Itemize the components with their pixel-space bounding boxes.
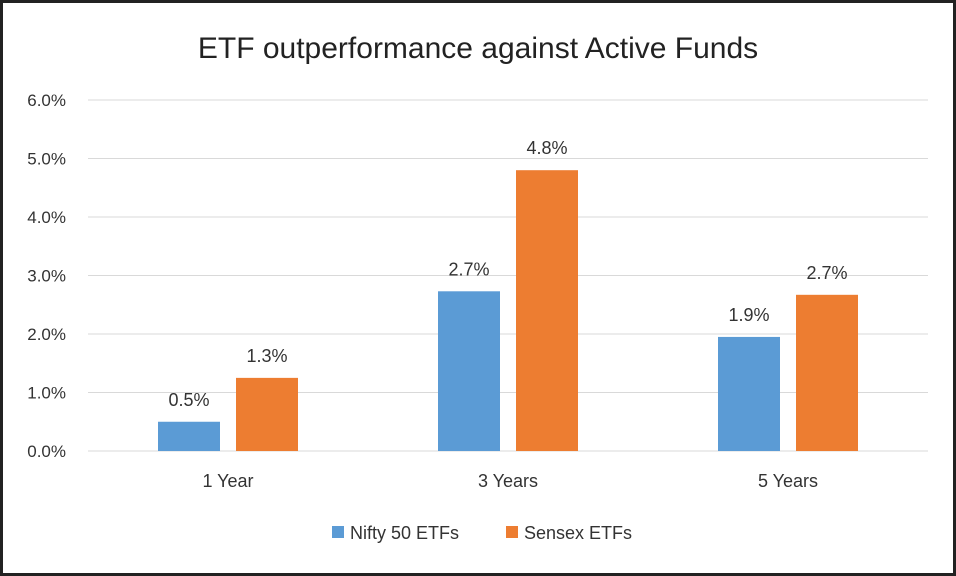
bars: [158, 170, 858, 451]
data-label: 2.7%: [448, 259, 489, 279]
y-tick-label: 0.0%: [27, 442, 66, 461]
y-tick-label: 6.0%: [27, 91, 66, 110]
legend-swatch: [332, 526, 344, 538]
y-tick-label: 2.0%: [27, 325, 66, 344]
y-tick-label: 3.0%: [27, 267, 66, 286]
bar-sensex-etfs-2: [516, 170, 578, 451]
y-tick-label: 1.0%: [27, 384, 66, 403]
x-category-label: 1 Year: [202, 471, 253, 491]
legend-label: Sensex ETFs: [524, 523, 632, 543]
legend: Nifty 50 ETFs Sensex ETFs: [332, 523, 632, 543]
bar-sensex-etfs-1: [236, 377, 298, 451]
gridlines: [88, 99, 928, 452]
bar-sensex-etfs-3: [796, 294, 858, 451]
y-tick-label: 4.0%: [27, 208, 66, 227]
y-axis-ticks: 0.0% 1.0% 2.0% 3.0% 4.0% 5.0% 6.0%: [27, 91, 66, 461]
data-label: 1.9%: [728, 305, 769, 325]
bar-nifty-50-etfs-2: [438, 291, 500, 451]
bar-nifty-50-etfs-3: [718, 336, 780, 451]
bar-nifty-50-etfs-1: [158, 421, 220, 451]
x-axis-categories: 1 Year 3 Years 5 Years: [202, 471, 818, 491]
legend-swatch: [506, 526, 518, 538]
y-tick-label: 5.0%: [27, 150, 66, 169]
data-label: 1.3%: [246, 346, 287, 366]
data-label: 0.5%: [168, 390, 209, 410]
legend-label: Nifty 50 ETFs: [350, 523, 459, 543]
chart-title: ETF outperformance against Active Funds: [198, 32, 758, 65]
x-category-label: 3 Years: [478, 471, 538, 491]
data-label: 2.7%: [806, 263, 847, 283]
data-labels: 0.5% 1.3% 2.7% 4.8% 1.9% 2.7%: [168, 138, 847, 410]
data-label: 4.8%: [526, 138, 567, 158]
x-category-label: 5 Years: [758, 471, 818, 491]
